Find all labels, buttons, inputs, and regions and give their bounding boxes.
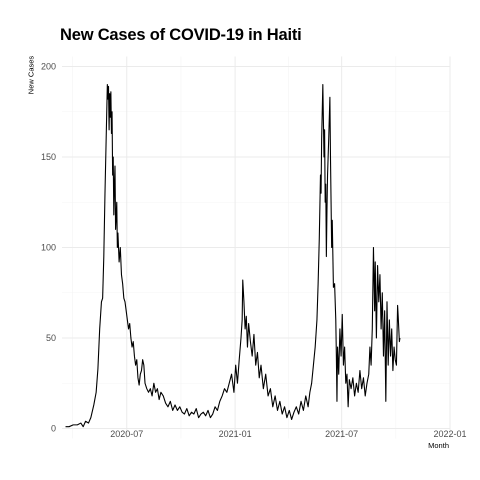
y-tick-label: 50 — [46, 333, 56, 343]
y-tick-label: 0 — [51, 424, 56, 434]
x-tick-label: 2022-01 — [433, 429, 466, 439]
y-tick-labels: 0 50 100 150 200 — [41, 62, 56, 434]
chart-title: New Cases of COVID-19 in Haiti — [60, 26, 302, 44]
y-tick-label: 150 — [41, 152, 56, 162]
y-tick-label: 200 — [41, 62, 56, 72]
x-axis-title: Month — [428, 441, 449, 450]
x-tick-label: 2021-01 — [219, 429, 252, 439]
series-line — [65, 84, 401, 428]
y-tick-label: 100 — [41, 243, 56, 253]
y-axis-title: New Cases — [27, 56, 36, 95]
x-tick-label: 2021-07 — [325, 429, 358, 439]
x-tick-labels: 2020-07 2021-01 2021-07 2022-01 — [110, 429, 466, 439]
x-tick-label: 2020-07 — [110, 429, 143, 439]
series-layer — [65, 84, 401, 428]
